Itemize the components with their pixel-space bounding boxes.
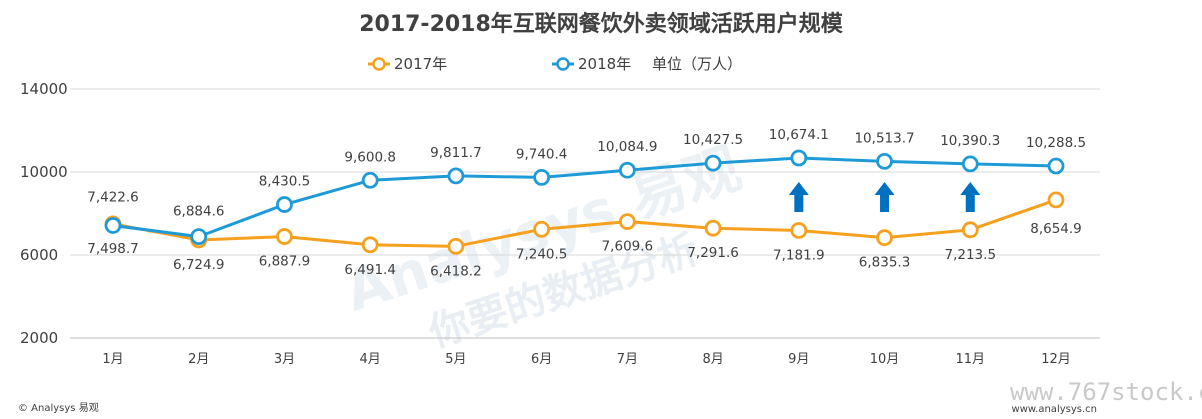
x-tick-label: 4月 (360, 352, 381, 367)
data-point (618, 161, 636, 179)
x-tick-label: 10月 (870, 352, 900, 367)
data-label: 7,213.5 (945, 247, 997, 263)
up-arrow-icon (960, 182, 981, 212)
chart-title: 2017-2018年互联网餐饮外卖领域活跃用户规模 (359, 11, 844, 37)
series-2018年 (104, 149, 1065, 246)
data-point (876, 152, 893, 170)
x-axis: 1月 2月 3月 4月 5月 6月 7月 8月 9月 10月 11月 12月 (102, 352, 1070, 367)
data-point (361, 171, 379, 189)
watermark-url: www.767stock.com (1010, 378, 1202, 406)
x-tick-label: 2月 (188, 352, 209, 367)
legend-item-2017: 2017年 (368, 55, 447, 73)
data-label: 10,513.7 (854, 130, 914, 146)
data-point (1047, 157, 1065, 175)
data-label: 10,674.1 (769, 127, 829, 143)
annotations (788, 182, 981, 212)
x-tick-label: 7月 (617, 352, 638, 367)
data-label: 6,418.2 (430, 263, 482, 279)
data-label: 6,887.9 (259, 254, 311, 270)
data-point (361, 236, 379, 254)
data-point (618, 213, 636, 231)
data-label: 6,835.3 (859, 255, 911, 271)
data-label: 9,811.7 (430, 145, 482, 161)
data-point (276, 228, 293, 245)
data-label: 7,291.6 (687, 245, 739, 261)
x-tick-label: 8月 (702, 352, 723, 367)
data-label: 7,240.5 (516, 246, 568, 262)
x-tick-label: 3月 (274, 352, 295, 367)
data-point (276, 196, 293, 213)
data-point (704, 154, 722, 172)
data-label: 6,724.9 (173, 257, 225, 273)
y-tick-label: 14000 (20, 80, 68, 98)
data-point (533, 168, 551, 186)
data-labels: 7,498.7 6,724.9 6,887.9 6,491.4 6,418.2 7,240… (87, 127, 1086, 279)
data-label: 10,288.5 (1026, 135, 1086, 151)
series-line (112, 198, 1057, 248)
data-label: 9,600.8 (344, 149, 396, 165)
legend-label-2017: 2017年 (394, 55, 447, 73)
series-line (112, 156, 1057, 239)
footer-url: www.analysys.cn (1012, 404, 1097, 415)
legend-marker-2017 (372, 57, 386, 71)
legend-label-2018: 2018年 (578, 55, 631, 73)
data-label: 8,430.5 (259, 174, 311, 190)
data-label: 6,884.6 (173, 204, 225, 220)
footer-source: © Analysys 易观 (18, 402, 99, 414)
data-point (961, 221, 979, 239)
data-label: 7,422.6 (87, 189, 139, 205)
x-tick-label: 9月 (788, 352, 809, 367)
data-label: 10,427.5 (683, 132, 743, 148)
up-arrow-icon (788, 182, 809, 212)
data-label: 6,491.4 (344, 262, 396, 278)
data-point (447, 167, 465, 185)
x-tick-label: 6月 (531, 352, 552, 367)
data-point (447, 237, 465, 255)
gridlines (70, 88, 1100, 339)
y-tick-label: 2000 (20, 329, 58, 347)
data-point (104, 217, 122, 234)
data-point (790, 222, 808, 239)
y-tick-label: 10000 (20, 163, 68, 181)
series-group: 7,498.7 6,724.9 6,887.9 6,491.4 6,418.2 7,240… (87, 127, 1086, 279)
legend: 2017年 2018年 单位（万人） (368, 55, 742, 73)
data-point (961, 155, 979, 173)
data-label: 7,181.9 (773, 247, 825, 263)
data-label: 10,390.3 (940, 133, 1000, 149)
legend-item-2018: 2018年 (552, 55, 631, 73)
data-point (876, 229, 893, 247)
data-label: 9,740.4 (516, 146, 568, 162)
x-tick-label: 12月 (1041, 352, 1071, 367)
data-point (790, 149, 808, 167)
legend-marker-2018 (556, 57, 570, 71)
y-tick-label: 6000 (20, 246, 58, 264)
data-point (190, 228, 208, 246)
x-tick-label: 1月 (102, 352, 123, 367)
data-point (1047, 191, 1065, 209)
data-point (704, 219, 722, 237)
x-tick-label: 11月 (955, 352, 985, 367)
data-label: 8,654.9 (1030, 221, 1082, 237)
data-label: 7,498.7 (87, 241, 139, 257)
data-label: 10,084.9 (597, 139, 657, 155)
x-tick-label: 5月 (445, 352, 466, 367)
up-arrow-icon (874, 182, 895, 212)
data-label: 7,609.6 (602, 239, 654, 255)
y-axis: 2000 6000 10000 14000 (20, 80, 68, 347)
unit-note: 单位（万人） (652, 55, 742, 73)
data-point (533, 220, 551, 238)
